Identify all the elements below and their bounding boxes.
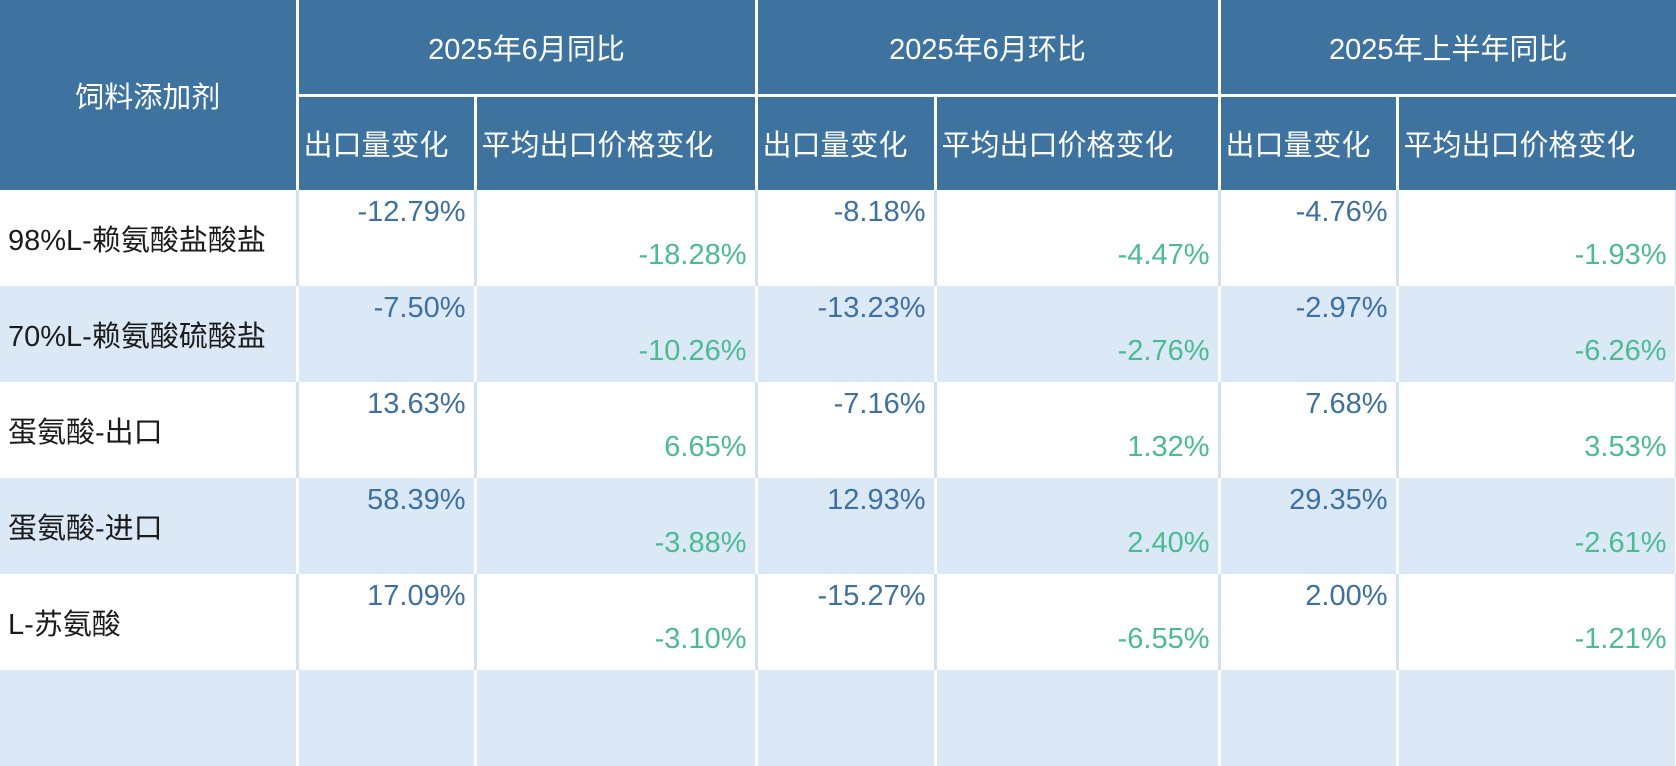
table-row: 蛋氨酸-出口 13.63% 6.65% -7.16% 1.32% 7.68% 3… bbox=[0, 382, 1676, 478]
corner-header: 饲料添加剂 bbox=[0, 0, 299, 190]
group-header-mom-june: 2025年6月环比 bbox=[756, 0, 1221, 97]
value-price-yoy: -3.88% bbox=[475, 478, 758, 574]
subheader-volume-mom: 出口量变化 bbox=[756, 95, 937, 190]
value-price-mom: -2.76% bbox=[935, 286, 1221, 382]
value-volume-h1: -4.76% bbox=[1219, 190, 1399, 286]
value-price-mom bbox=[935, 670, 1221, 766]
subheader-volume-h1: 出口量变化 bbox=[1219, 95, 1399, 190]
value-price-yoy: -3.10% bbox=[475, 574, 758, 670]
value-volume-mom: -7.16% bbox=[756, 382, 937, 478]
value-price-h1: 3.53% bbox=[1397, 382, 1676, 478]
value-volume-mom: 12.93% bbox=[756, 478, 937, 574]
value-price-yoy: -10.26% bbox=[475, 286, 758, 382]
value-price-mom: -4.47% bbox=[935, 190, 1221, 286]
value-volume-h1: 7.68% bbox=[1219, 382, 1399, 478]
subheader-price-yoy: 平均出口价格变化 bbox=[475, 95, 758, 190]
product-name: 蛋氨酸-进口 bbox=[0, 478, 299, 574]
product-name: 70%L-赖氨酸硫酸盐 bbox=[0, 286, 299, 382]
header-sub-row: 出口量变化 平均出口价格变化 出口量变化 平均出口价格变化 出口量变化 平均出口… bbox=[0, 95, 1676, 190]
value-price-mom: 1.32% bbox=[935, 382, 1221, 478]
value-volume-yoy: -12.79% bbox=[297, 190, 477, 286]
value-volume-mom bbox=[756, 670, 937, 766]
table-row: 98%L-赖氨酸盐酸盐 -12.79% -18.28% -8.18% -4.47… bbox=[0, 190, 1676, 286]
value-price-h1: -1.93% bbox=[1397, 190, 1676, 286]
subheader-price-mom: 平均出口价格变化 bbox=[935, 95, 1221, 190]
value-volume-h1: 2.00% bbox=[1219, 574, 1399, 670]
subheader-volume-yoy: 出口量变化 bbox=[297, 95, 477, 190]
product-name: 蛋氨酸-出口 bbox=[0, 382, 299, 478]
header-group-row: 饲料添加剂 2025年6月同比 2025年6月环比 2025年上半年同比 bbox=[0, 0, 1676, 190]
value-volume-mom: -8.18% bbox=[756, 190, 937, 286]
table-row: 70%L-赖氨酸硫酸盐 -7.50% -10.26% -13.23% -2.76… bbox=[0, 286, 1676, 382]
subheader-price-h1: 平均出口价格变化 bbox=[1397, 95, 1676, 190]
value-price-h1: -6.26% bbox=[1397, 286, 1676, 382]
group-header-yoy-h1: 2025年上半年同比 bbox=[1219, 0, 1676, 97]
value-volume-yoy bbox=[297, 670, 477, 766]
product-name bbox=[0, 670, 299, 766]
value-price-mom: -6.55% bbox=[935, 574, 1221, 670]
value-volume-h1: 29.35% bbox=[1219, 478, 1399, 574]
table-row-partial bbox=[0, 670, 1676, 766]
value-price-h1: -2.61% bbox=[1397, 478, 1676, 574]
value-volume-h1: -2.97% bbox=[1219, 286, 1399, 382]
value-price-h1: -1.21% bbox=[1397, 574, 1676, 670]
value-volume-mom: -15.27% bbox=[756, 574, 937, 670]
value-price-yoy: -18.28% bbox=[475, 190, 758, 286]
value-volume-yoy: -7.50% bbox=[297, 286, 477, 382]
value-price-yoy: 6.65% bbox=[475, 382, 758, 478]
value-price-h1 bbox=[1397, 670, 1676, 766]
product-name: L-苏氨酸 bbox=[0, 574, 299, 670]
value-price-mom: 2.40% bbox=[935, 478, 1221, 574]
value-volume-h1 bbox=[1219, 670, 1399, 766]
value-volume-yoy: 58.39% bbox=[297, 478, 477, 574]
value-volume-mom: -13.23% bbox=[756, 286, 937, 382]
value-volume-yoy: 13.63% bbox=[297, 382, 477, 478]
table-row: L-苏氨酸 17.09% -3.10% -15.27% -6.55% 2.00%… bbox=[0, 574, 1676, 670]
group-header-yoy-june: 2025年6月同比 bbox=[297, 0, 758, 97]
value-price-yoy bbox=[475, 670, 758, 766]
value-volume-yoy: 17.09% bbox=[297, 574, 477, 670]
table-row: 蛋氨酸-进口 58.39% -3.88% 12.93% 2.40% 29.35%… bbox=[0, 478, 1676, 574]
product-name: 98%L-赖氨酸盐酸盐 bbox=[0, 190, 299, 286]
